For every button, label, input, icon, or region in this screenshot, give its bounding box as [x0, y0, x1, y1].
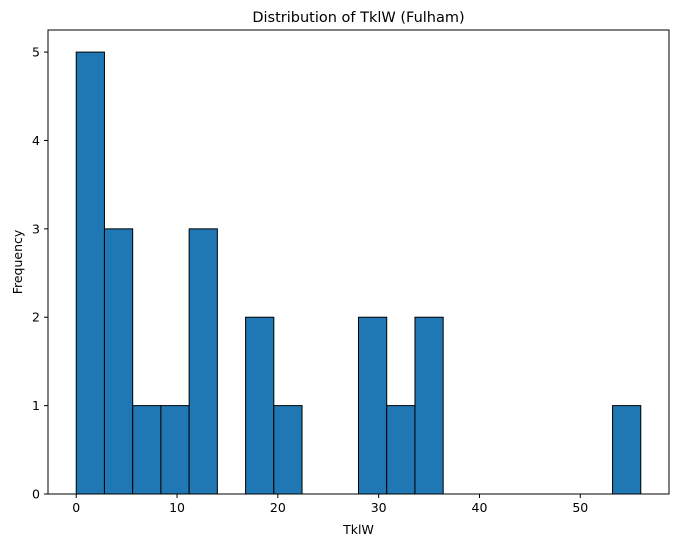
x-axis-label: TklW [342, 522, 374, 537]
y-axis-ticks: 0 1 2 3 4 5 [32, 45, 48, 502]
plot-frame [47, 29, 670, 495]
x-tick-label: 0 [72, 500, 80, 515]
y-tick-label: 3 [32, 221, 40, 236]
y-tick-label: 1 [32, 398, 40, 413]
x-tick-label: 10 [169, 500, 185, 515]
histogram-bar [132, 405, 162, 495]
histogram-bar [414, 316, 444, 495]
histogram-bar [188, 228, 218, 495]
x-tick-label: 20 [270, 500, 286, 515]
histogram-bar [245, 316, 275, 495]
histogram-bar [612, 405, 642, 495]
y-axis-label: Frequency [10, 229, 25, 294]
x-tick-label: 30 [371, 500, 387, 515]
bars-group [75, 51, 642, 495]
x-axis-ticks: 0 10 20 30 40 50 [72, 494, 588, 515]
y-tick-label: 0 [32, 487, 40, 502]
chart-title: Distribution of TklW (Fulham) [252, 10, 464, 26]
x-tick-label: 40 [472, 500, 488, 515]
y-tick-label: 2 [32, 310, 40, 325]
histogram-bar [358, 316, 388, 495]
histogram-bar [273, 405, 303, 495]
histogram-bar [160, 405, 190, 495]
histogram-bar [103, 228, 134, 495]
histogram-bar [386, 405, 416, 495]
histogram-bar [75, 51, 105, 495]
y-tick-label: 5 [32, 45, 40, 60]
y-tick-label: 4 [32, 133, 40, 148]
x-tick-label: 50 [572, 500, 588, 515]
